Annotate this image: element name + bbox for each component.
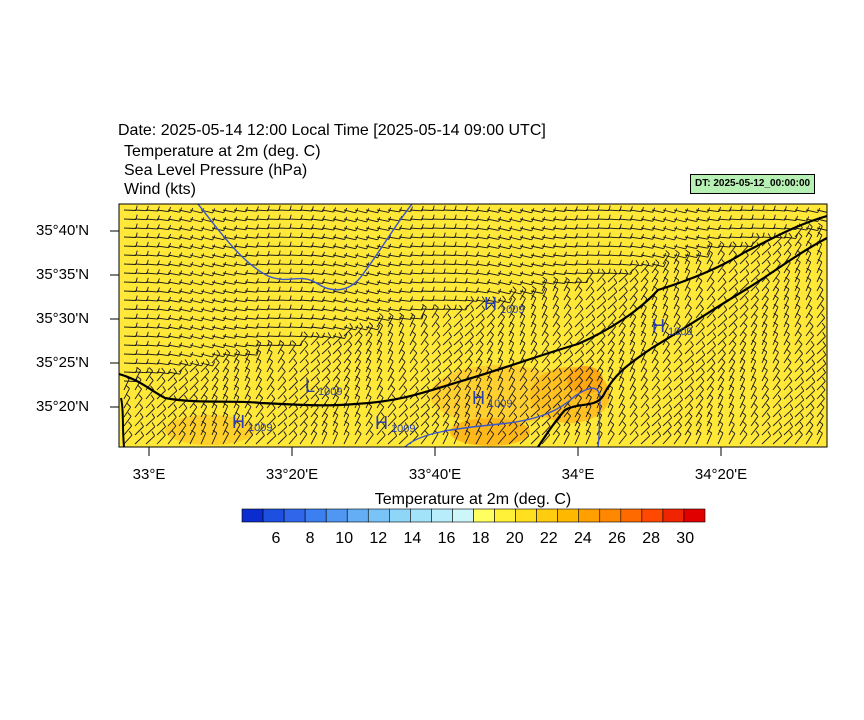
colorbar-tick-label: 8 [305,530,315,547]
colorbar-swatch [641,508,664,523]
pressure-center-label: L [305,376,315,396]
colorbar-swatch [599,508,622,523]
pressure-center-label: H [652,316,665,336]
colorbar-swatch [578,508,601,523]
lon-label: 33°20'E [265,466,319,483]
lon-label: 34°E [561,466,595,483]
colorbar-swatch [557,508,580,523]
colorbar-swatch [325,508,348,523]
colorbar-tick-label: 20 [505,530,524,547]
colorbar-tick-label: 6 [271,530,281,547]
pressure-center-value: 1009 [488,398,512,410]
lon-ticks [148,447,722,456]
colorbar-tick-label: 30 [676,530,695,547]
isobar-1009 [404,387,601,447]
lon-label: 34°20'E [694,466,748,483]
colorbar-swatch [494,508,516,523]
pressure-center-value: 1009 [668,326,692,338]
lat-label: 35°20'N [36,398,90,415]
colorbar-tick-label: 22 [539,530,558,547]
colorbar-tick-label: 14 [403,530,422,547]
colorbar-swatch [262,508,285,523]
colorbar-swatch [367,508,390,523]
pressure-center-label: H [232,412,245,432]
field-label-temperature: Temperature at 2m (deg. C) [124,143,321,160]
warm-patch [567,366,603,394]
lat-label: 35°35'N [36,266,90,283]
colorbar-swatch [515,508,537,523]
field-label-wind: Wind (kts) [124,181,196,198]
colorbar-tick-label: 16 [437,530,456,547]
colorbar-swatch [452,508,474,523]
lat-label: 35°40'N [36,222,90,239]
coastline [537,237,827,447]
colorbar-tick-label: 10 [335,530,354,547]
colorbar-title: Temperature at 2m (deg. C) [374,491,572,508]
lon-label: 33°E [132,466,166,483]
colorbar-swatch [620,508,643,523]
map-frame [118,203,828,448]
colorbar-swatch [410,508,432,523]
colorbar-swatch [662,508,685,523]
field-label-pressure: Sea Level Pressure (hPa) [124,162,308,179]
init-time-badge: DT: 2025-05-12_00:00:00 [690,174,816,194]
colorbar-swatch [683,508,706,523]
colorbar-swatch [283,508,306,523]
map-date-title: Date: 2025-05-14 12:00 Local Time [2025-… [118,122,546,139]
colorbar-swatch [389,508,411,523]
colorbar-swatch [431,508,453,523]
colorbar-swatch [304,508,327,523]
lat-ticks [110,230,119,408]
lat-label: 35°30'N [36,310,90,327]
lat-label: 35°25'N [36,354,90,371]
colorbar-tick-label: 28 [642,530,660,547]
colorbar-tick-label: 12 [369,530,388,547]
pressure-center-label: H [472,388,485,408]
isobar-1009 [197,204,413,291]
colorbar-swatch [473,508,495,523]
colorbar-swatch [536,508,558,523]
coastline [119,214,827,407]
colorbar-swatch [241,508,264,523]
lon-label: 33°40'E [408,466,462,483]
colorbar-swatch [346,508,369,523]
pressure-center-value: 1009 [391,423,415,435]
pressure-center-value: 1009 [248,422,272,434]
pressure-center-label: H [375,413,388,433]
temperature-colorbar [241,508,706,523]
warm-patch [165,415,255,445]
coastline [120,397,125,447]
pressure-center-label: H [484,294,497,314]
colorbar-tick-label: 24 [573,530,592,547]
colorbar-tick-label: 18 [471,530,490,547]
colorbar-tick-label: 26 [608,530,626,547]
pressure-center-value: 1009 [500,304,524,316]
pressure-center-value: 1009 [318,386,342,398]
wind-barbs [123,205,827,445]
